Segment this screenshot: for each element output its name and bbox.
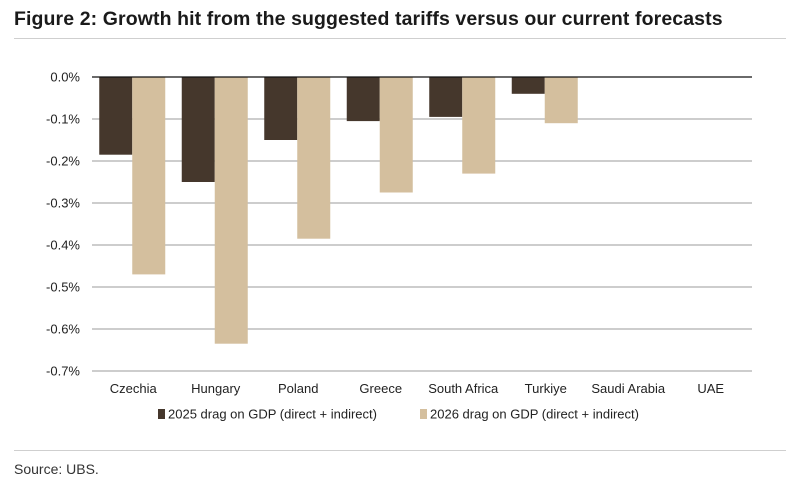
x-category-label: Greece bbox=[359, 381, 402, 396]
x-category-label: Turkiye bbox=[525, 381, 567, 396]
x-category-label: Czechia bbox=[110, 381, 158, 396]
bars bbox=[99, 77, 578, 344]
bar-2026 bbox=[297, 77, 331, 239]
figure-title: Figure 2: Growth hit from the suggested … bbox=[14, 8, 723, 30]
bar-2025 bbox=[346, 77, 380, 122]
bar-2025 bbox=[99, 77, 133, 155]
bar-2026 bbox=[214, 77, 248, 344]
source-note: Source: UBS. bbox=[14, 461, 99, 477]
y-tick-label: -0.3% bbox=[46, 196, 80, 211]
x-category-label: Hungary bbox=[191, 381, 241, 396]
y-axis-tick-labels: 0.0% -0.1% -0.2% -0.3% -0.4% -0.5% -0.6% -0.7% bbox=[46, 70, 80, 379]
legend-label: 2025 drag on GDP (direct + indirect) bbox=[168, 407, 377, 422]
y-tick-label: -0.4% bbox=[46, 238, 80, 253]
y-tick-label: -0.7% bbox=[46, 364, 80, 379]
legend-swatch bbox=[158, 409, 165, 419]
source-divider bbox=[14, 450, 786, 451]
x-category-label: Saudi Arabia bbox=[591, 381, 665, 396]
legend-item: 2025 drag on GDP (direct + indirect) bbox=[158, 407, 377, 422]
bar-2026 bbox=[544, 77, 578, 124]
y-tick-label: -0.5% bbox=[46, 280, 80, 295]
bar-2026 bbox=[132, 77, 166, 275]
bar-2026 bbox=[462, 77, 496, 174]
y-tick-label: 0.0% bbox=[50, 70, 80, 85]
x-category-label: Poland bbox=[278, 381, 318, 396]
bar-2026 bbox=[379, 77, 413, 193]
bar-2025 bbox=[264, 77, 298, 140]
legend: 2025 drag on GDP (direct + indirect) 2026… bbox=[158, 407, 639, 422]
bar-chart: 0.0%-0.1%-0.2%-0.3%-0.4%-0.5%-0.6%-0.7% … bbox=[46, 70, 752, 422]
legend-label: 2026 drag on GDP (direct + indirect) bbox=[430, 407, 639, 422]
x-axis-category-labels: Czechia Hungary Poland Greece South Africa Tu… bbox=[110, 381, 725, 396]
x-category-label: South Africa bbox=[428, 381, 499, 396]
bar-2025 bbox=[429, 77, 463, 117]
y-tick-label: -0.2% bbox=[46, 154, 80, 169]
legend-swatch bbox=[420, 409, 427, 419]
legend-item: 2026 drag on GDP (direct + indirect) bbox=[420, 407, 639, 422]
bar-2025 bbox=[511, 77, 545, 94]
y-tick-label: -0.6% bbox=[46, 322, 80, 337]
title-divider bbox=[14, 38, 786, 39]
x-category-label: UAE bbox=[697, 381, 724, 396]
bar-2025 bbox=[181, 77, 215, 182]
y-tick-label: -0.1% bbox=[46, 112, 80, 127]
